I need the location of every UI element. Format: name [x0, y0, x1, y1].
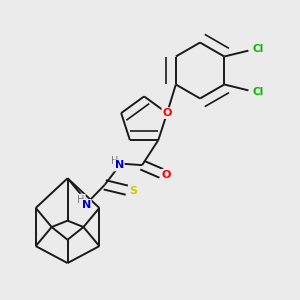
Text: H: H — [77, 195, 85, 205]
Text: Cl: Cl — [252, 44, 263, 54]
Text: S: S — [129, 186, 137, 196]
Text: N: N — [82, 200, 91, 210]
Text: Cl: Cl — [252, 87, 263, 97]
Text: H: H — [111, 156, 118, 166]
Text: O: O — [162, 108, 172, 118]
Text: O: O — [162, 170, 171, 180]
Text: N: N — [115, 160, 124, 170]
